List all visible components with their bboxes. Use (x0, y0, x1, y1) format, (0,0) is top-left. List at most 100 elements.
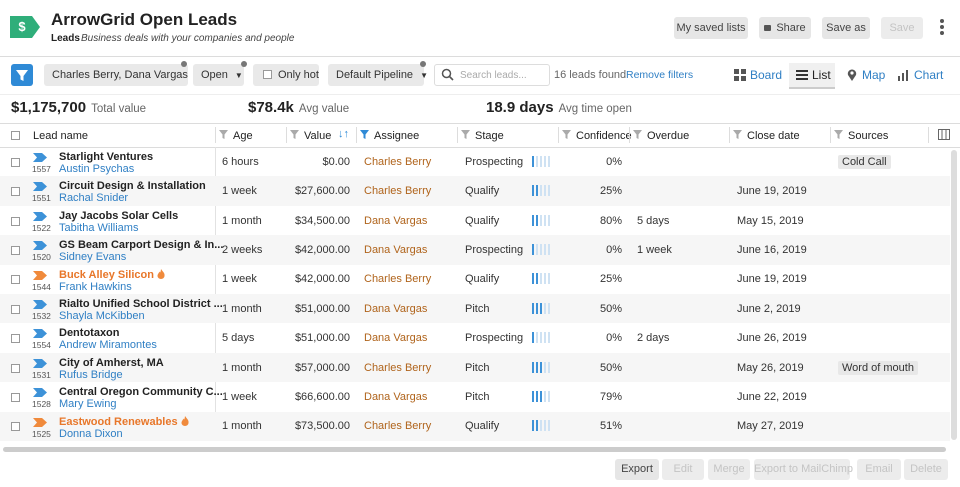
header-checkbox[interactable] (11, 131, 20, 140)
assignee-cell[interactable]: Dana Vargas (364, 214, 428, 227)
footer-button[interactable]: Export (615, 459, 659, 480)
lead-icon (33, 241, 49, 251)
view-icon[interactable] (845, 68, 859, 82)
column-header[interactable]: Stage (475, 130, 504, 142)
filter-button[interactable] (11, 64, 33, 86)
header-button[interactable]: Save (881, 17, 923, 39)
view-icon[interactable] (733, 68, 747, 82)
column-filter-icon[interactable] (461, 130, 470, 139)
assignee-cell[interactable]: Charles Berry (364, 155, 432, 168)
row-checkbox[interactable] (11, 275, 20, 285)
contact-name[interactable]: Frank Hawkins (59, 280, 132, 293)
row-checkbox[interactable] (11, 422, 20, 432)
view-tab[interactable]: Map (862, 68, 886, 82)
company-name[interactable]: Starlight Ventures (59, 151, 154, 163)
view-icon[interactable] (897, 68, 911, 82)
view-icon-part (734, 76, 739, 81)
assignee-cell[interactable]: Charles Berry (364, 185, 432, 198)
assignee-cell[interactable]: Dana Vargas (364, 243, 428, 256)
footer-button[interactable]: Delete (904, 459, 948, 480)
company-name[interactable]: Dentotaxon (59, 327, 120, 340)
stage-bar (540, 420, 542, 432)
company-name[interactable]: Central Oregon Community C... (59, 386, 223, 399)
company-name[interactable]: GS Beam Carport Design & In... (59, 239, 224, 252)
company-name[interactable]: Eastwood Renewables (59, 415, 178, 428)
row-checkbox[interactable] (11, 157, 20, 167)
company-name[interactable]: Buck Alley Silicon (59, 268, 154, 281)
column-filter-icon[interactable] (633, 130, 642, 139)
header-button[interactable]: Save as (822, 17, 870, 39)
lead-id: 1528 (32, 399, 51, 410)
kebab-dot[interactable] (940, 25, 944, 29)
contact-name[interactable]: Donna Dixon (59, 427, 123, 440)
column-filter-icon[interactable] (733, 130, 742, 139)
row-checkbox[interactable] (11, 216, 20, 226)
assignee-cell[interactable]: Dana Vargas (364, 302, 428, 315)
row-checkbox[interactable] (11, 187, 20, 197)
column-chooser[interactable] (938, 129, 950, 140)
stage-cell: Qualify (465, 185, 500, 198)
column-header[interactable]: Overdue (647, 130, 690, 142)
row-checkbox[interactable] (11, 245, 20, 255)
view-tab[interactable]: Chart (914, 68, 944, 82)
row-checkbox[interactable] (11, 334, 20, 344)
column-separator (215, 127, 216, 143)
view-tab[interactable]: Board (750, 68, 783, 82)
confidence-cell: 50% (599, 361, 622, 374)
contact-name[interactable]: Austin Psychas (59, 163, 135, 175)
company-name[interactable]: City of Amherst, MA (59, 356, 164, 369)
assignee-cell[interactable]: Charles Berry (364, 361, 432, 374)
view-icon[interactable] (795, 68, 809, 82)
footer-button[interactable]: Email (857, 459, 901, 480)
column-header[interactable]: Age (233, 130, 253, 142)
assignee-filter[interactable]: Charles Berry, Dana Vargas▼ (44, 64, 202, 86)
hot-filter[interactable]: Only hot (253, 64, 319, 86)
assignee-cell[interactable]: Charles Berry (364, 273, 432, 286)
column-header[interactable]: Assignee (374, 130, 420, 142)
contact-name[interactable]: Andrew Miramontes (59, 339, 157, 352)
row-background (0, 352, 950, 383)
column-filter-icon[interactable] (360, 130, 369, 139)
row-checkbox[interactable] (11, 363, 20, 373)
contact-name[interactable]: Mary Ewing (59, 398, 117, 411)
assignee-cell[interactable]: Dana Vargas (364, 332, 428, 345)
column-filter-icon[interactable] (834, 130, 843, 139)
pipeline-filter[interactable]: Default Pipeline ▼ (328, 64, 428, 86)
header-button[interactable]: Share (759, 17, 811, 39)
remove-filters[interactable]: Remove filters (626, 69, 694, 81)
contact-name[interactable]: Sidney Evans (59, 251, 127, 264)
column-filter-icon[interactable] (562, 130, 571, 139)
status-filter[interactable]: Open ▼ (193, 64, 244, 86)
sort-indicator[interactable]: ↓↑ (338, 128, 349, 140)
footer-button[interactable]: Merge (708, 459, 750, 480)
filter-button-part (16, 70, 28, 81)
view-icon-part (734, 69, 739, 74)
column-filter-icon[interactable] (219, 130, 228, 139)
contact-name[interactable]: Shayla McKibben (59, 310, 145, 322)
column-header[interactable]: Confidence (576, 130, 632, 142)
footer-button[interactable]: Edit (662, 459, 704, 480)
horizontal-scrollbar (3, 447, 946, 452)
footer-button[interactable]: Export to MailChimp (754, 459, 853, 480)
company-name[interactable]: Jay Jacobs Solar Cells (59, 209, 179, 222)
view-tab[interactable]: List (812, 68, 831, 82)
kebab-dot[interactable] (940, 31, 944, 35)
column-header[interactable]: Close date (747, 130, 800, 142)
contact-name[interactable]: Rachal Snider (59, 192, 129, 205)
kebab-dot[interactable] (940, 19, 944, 23)
contact-name[interactable]: Tabitha Williams (59, 221, 139, 234)
company-name[interactable]: Circuit Design & Installation (59, 180, 206, 193)
row-checkbox[interactable] (11, 392, 20, 402)
column-header[interactable]: Lead name (33, 130, 89, 142)
header-button[interactable]: My saved lists (674, 17, 748, 39)
column-filter-icon[interactable] (290, 130, 299, 139)
column-header[interactable]: Sources (848, 130, 889, 142)
search-box[interactable] (434, 64, 550, 86)
contact-name[interactable]: Rufus Bridge (59, 368, 123, 381)
company-name[interactable]: Rialto Unified School District ... (59, 298, 223, 310)
row-checkbox[interactable] (11, 304, 20, 314)
column-filter-icon-part (461, 130, 470, 139)
assignee-cell[interactable]: Charles Berry (364, 420, 432, 433)
assignee-cell[interactable]: Dana Vargas (364, 390, 428, 403)
column-header[interactable]: Value (304, 130, 332, 142)
